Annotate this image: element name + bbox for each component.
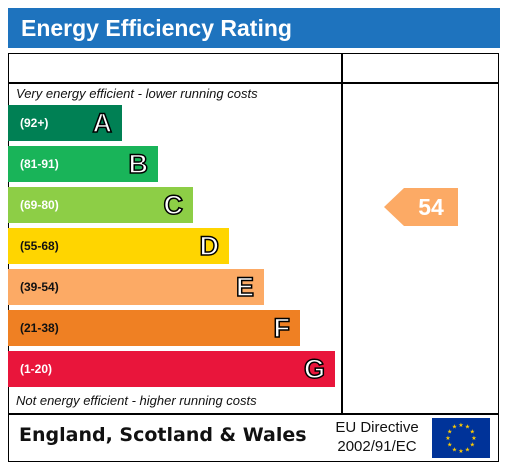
directive-line-1: EU Directive [335, 419, 419, 436]
flag-star-icon: ★ [471, 435, 476, 442]
page-title: Energy Efficiency Rating [8, 8, 500, 48]
flag-star-icon: ★ [458, 422, 463, 429]
flag-star-icon: ★ [458, 448, 463, 455]
band-range-label: (21-38) [20, 321, 59, 335]
band-letter: F [273, 312, 291, 344]
region-label: England, Scotland & Wales [19, 424, 307, 446]
band-range-label: (39-54) [20, 280, 59, 294]
flag-star-icon: ★ [452, 424, 457, 431]
band-letter: A [92, 107, 113, 139]
band-range-label: (81-91) [20, 157, 59, 171]
flag-star-icon: ★ [452, 446, 457, 453]
rating-band-g: (1-20) G [8, 351, 335, 387]
directive-line-2: 2002/91/EC [337, 438, 417, 455]
rating-band-b: (81-91) B [8, 146, 158, 182]
band-letter: B [128, 148, 149, 180]
arrow-marker-shape [384, 188, 458, 226]
band-range-label: (92+) [20, 116, 49, 130]
flag-star-icon: ★ [470, 442, 475, 449]
eu-flag-icon: ★ ★★★★★★★★★★★ [432, 418, 490, 458]
band-range-label: (69-80) [20, 198, 59, 212]
flag-star-icon: ★ [465, 424, 470, 431]
band-letter: D [199, 230, 220, 262]
rating-band-d: (55-68) D [8, 228, 229, 264]
eu-directive: EU Directive 2002/91/EC [326, 418, 428, 456]
current-rating-value: 54 [418, 194, 444, 220]
rating-band-c: (69-80) C [8, 187, 193, 223]
caption-inefficient: Not energy efficient - higher running co… [16, 393, 257, 408]
flag-star-icon: ★ [447, 442, 452, 449]
caption-efficient: Very energy efficient - lower running co… [16, 86, 258, 101]
rating-band-a: (92+) A [8, 105, 122, 141]
footer-row-divider [8, 413, 499, 415]
rating-band-e: (39-54) E [8, 269, 264, 305]
band-letter: G [303, 353, 326, 385]
rating-band-f: (21-38) F [8, 310, 300, 346]
header-row-divider [8, 82, 499, 84]
band-letter: C [163, 189, 184, 221]
band-range-label: (1-20) [20, 362, 53, 376]
flag-star-icon: ★ [445, 435, 450, 442]
band-letter: E [235, 271, 255, 303]
flag-star-icon: ★ [470, 429, 475, 436]
flag-star-icon: ★ [465, 446, 470, 453]
current-rating-marker: 54 [384, 188, 458, 226]
band-range-label: (55-68) [20, 239, 59, 253]
flag-star-icon: ★ [447, 429, 452, 436]
column-divider [341, 53, 343, 414]
